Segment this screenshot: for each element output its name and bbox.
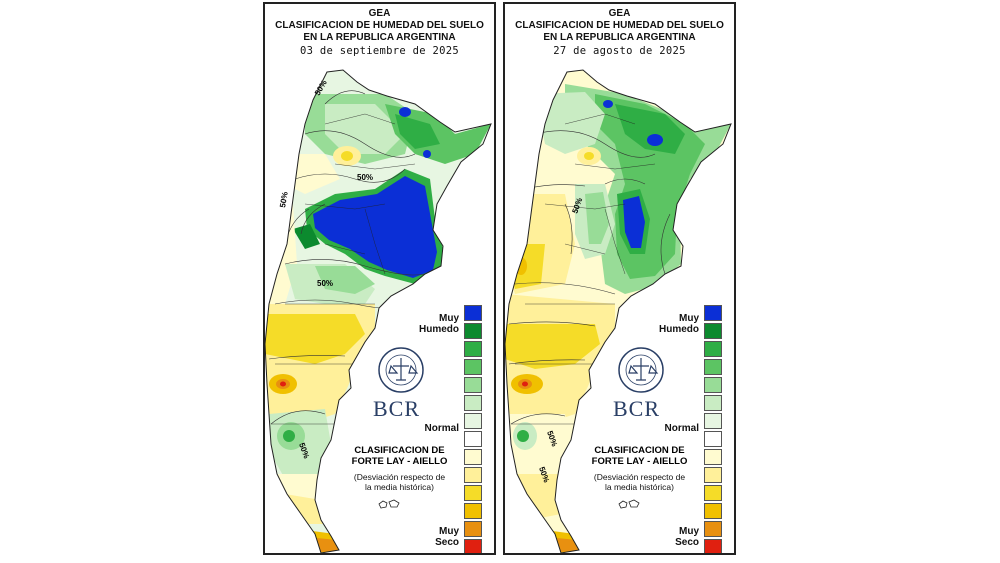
header-line1: GEA <box>608 8 631 19</box>
bcr-logo-text: BCR <box>373 396 421 421</box>
legend-swatch <box>704 395 722 411</box>
legend-normal-label: Normal <box>664 423 699 434</box>
legend-swatch <box>464 305 482 321</box>
argentina-soil-moisture-map: 50% 50% 50% 50% 50% <box>265 69 492 553</box>
argentina-soil-moisture-map: 50% 50% 50% <box>505 69 732 553</box>
legend-swatch <box>464 449 482 465</box>
legend-swatch <box>464 413 482 429</box>
legend-swatch <box>704 539 722 553</box>
header-line3: EN LA REPUBLICA ARGENTINA <box>543 32 696 43</box>
legend-swatch <box>464 467 482 483</box>
legend-swatch <box>704 485 722 501</box>
header-line2: CLASIFICACION DE HUMEDAD DEL SUELO <box>515 20 724 31</box>
legend-swatch <box>704 431 722 447</box>
legend-swatch <box>704 503 722 519</box>
contour-label: 50% <box>278 191 290 208</box>
legend-swatch <box>464 395 482 411</box>
legend-swatch <box>464 323 482 339</box>
bcr-seal-icon <box>378 347 424 393</box>
legend-scale <box>704 305 722 553</box>
header-line3: EN LA REPUBLICA ARGENTINA <box>303 32 456 43</box>
malvinas-islands-icon <box>378 499 400 509</box>
map-date: 27 de agosto de 2025 <box>553 45 686 57</box>
legend-swatch <box>704 413 722 429</box>
legend-swatch <box>464 485 482 501</box>
legend-swatch <box>704 521 722 537</box>
legend-swatch <box>464 377 482 393</box>
legend-normal-label: Normal <box>424 423 459 434</box>
classification-note: (Desviación respecto de la media históric… <box>593 472 686 492</box>
header-line1: GEA <box>368 8 391 19</box>
map-panel-aug-27: 50% 50% 50% GEA CLASIFICACION DE HUMEDAD… <box>503 2 736 555</box>
contour-label: 50% <box>317 279 333 288</box>
legend-swatch <box>704 467 722 483</box>
legend-swatch <box>464 539 482 553</box>
legend-swatch <box>464 359 482 375</box>
legend-swatch <box>704 341 722 357</box>
contour-label: 50% <box>357 173 373 182</box>
legend-swatch <box>704 377 722 393</box>
legend-scale <box>464 305 482 553</box>
bcr-logo-text: BCR <box>613 396 661 421</box>
bcr-seal-icon <box>618 347 664 393</box>
legend-very-dry-label: Muy Seco <box>435 526 459 548</box>
legend-swatch <box>464 521 482 537</box>
header-line2: CLASIFICACION DE HUMEDAD DEL SUELO <box>275 20 484 31</box>
classification-title: CLASIFICACION DE FORTE LAY - AIELLO <box>591 445 688 467</box>
legend-swatch <box>464 503 482 519</box>
legend-very-dry-label: Muy Seco <box>675 526 699 548</box>
legend-swatch <box>704 323 722 339</box>
legend-swatch <box>704 359 722 375</box>
map-date: 03 de septiembre de 2025 <box>300 45 459 57</box>
map-panel-sep-03: 50% 50% 50% 50% 50% GEA CLASIFICACION DE… <box>263 2 496 555</box>
legend-very-wet-label: Muy Humedo <box>419 313 459 335</box>
legend-swatch <box>704 449 722 465</box>
malvinas-islands-icon <box>618 499 640 509</box>
legend-swatch <box>704 305 722 321</box>
classification-title: CLASIFICACION DE FORTE LAY - AIELLO <box>351 445 448 467</box>
legend-swatch <box>464 431 482 447</box>
classification-note: (Desviación respecto de la media históric… <box>353 472 446 492</box>
legend-very-wet-label: Muy Humedo <box>659 313 699 335</box>
legend-swatch <box>464 341 482 357</box>
